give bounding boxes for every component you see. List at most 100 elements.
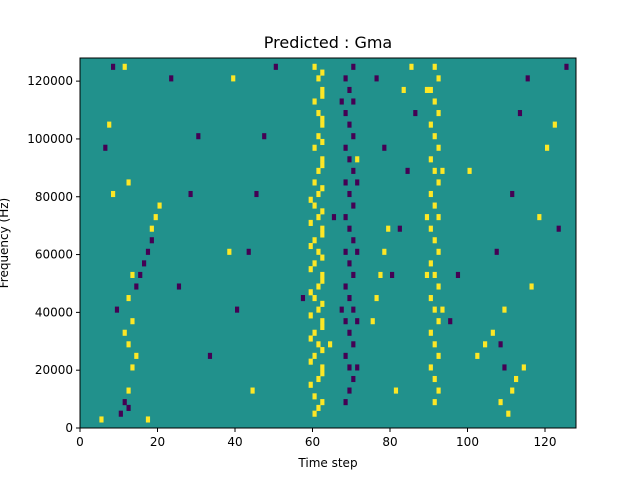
heatmap-cell-high xyxy=(308,381,313,388)
heatmap-cell-high xyxy=(382,248,387,255)
heatmap-cell-low xyxy=(405,167,410,174)
heatmap-cell-low xyxy=(455,271,461,278)
heatmap-cell-high xyxy=(370,318,375,325)
heatmap-cell-high xyxy=(312,144,317,151)
y-tick-label: 100000 xyxy=(27,132,73,146)
heatmap-cell-high xyxy=(308,243,313,250)
heatmap-cell-high xyxy=(436,318,441,325)
heatmap-cell-high xyxy=(308,358,313,365)
heatmap-cell-high xyxy=(432,167,437,174)
heatmap-cell-low xyxy=(556,225,561,232)
heatmap-cell-high xyxy=(374,295,379,302)
heatmap-cell-high xyxy=(134,352,139,359)
heatmap-cell-high xyxy=(126,295,131,302)
heatmap-cell-high xyxy=(432,202,437,209)
heatmap-cell-high xyxy=(316,75,321,82)
heatmap-cell-high xyxy=(436,179,441,186)
heatmap-cell-high xyxy=(320,92,325,99)
heatmap-cell-high xyxy=(552,121,557,128)
heatmap-cell-low xyxy=(347,225,352,232)
heatmap-cell-low xyxy=(343,75,348,82)
heatmap-cell-high xyxy=(316,306,321,313)
heatmap-cell-high xyxy=(545,144,550,151)
heatmap-cell-high xyxy=(308,196,313,203)
heatmap-cell-low xyxy=(103,144,108,151)
heatmap-cell-high xyxy=(320,86,325,93)
heatmap-cell-low xyxy=(111,63,116,70)
heatmap-cell-high xyxy=(424,86,430,93)
heatmap-cell-low xyxy=(254,190,259,198)
heatmap-cell-high xyxy=(393,387,399,394)
heatmap-cell-high xyxy=(107,121,112,128)
heatmap-cell-high xyxy=(521,364,526,371)
x-tick-label: 40 xyxy=(227,435,242,449)
heatmap-cell-high xyxy=(320,208,325,215)
heatmap-cell-low xyxy=(355,318,360,325)
heatmap-cell-low xyxy=(397,225,402,232)
heatmap-cell-high xyxy=(424,214,430,221)
heatmap-cell-low xyxy=(118,410,123,417)
heatmap-cell-high xyxy=(440,306,445,313)
heatmap-cell-high xyxy=(424,271,430,278)
y-axis-ticks: 0 20000 40000 60000 80000 100000 120000 xyxy=(27,74,80,435)
heatmap-cell-high xyxy=(502,306,507,313)
heatmap-cell-high xyxy=(483,341,488,348)
heatmap-cell-high xyxy=(312,202,317,209)
heatmap-cell-high xyxy=(316,214,321,221)
heatmap-cell-high xyxy=(122,329,127,336)
heatmap-cell-low xyxy=(114,306,120,313)
heatmap-cell-low xyxy=(149,237,154,244)
y-tick-label: 120000 xyxy=(27,74,73,88)
heatmap-cell-high xyxy=(316,404,321,411)
y-tick-label: 0 xyxy=(65,421,73,435)
heatmap-cell-low xyxy=(122,399,127,406)
heatmap-cell-high xyxy=(436,110,441,117)
heatmap-cell-high xyxy=(316,190,321,198)
heatmap-cell-high xyxy=(510,387,515,394)
heatmap-cell-low xyxy=(374,75,379,82)
heatmap-cell-high xyxy=(386,225,391,232)
heatmap-cell-high xyxy=(432,399,437,406)
heatmap-cell-low xyxy=(300,295,306,302)
x-tick-label: 100 xyxy=(456,435,479,449)
heatmap-cell-low xyxy=(126,404,131,411)
heatmap-cell-low xyxy=(347,329,352,336)
heatmap-cell-low xyxy=(347,295,352,302)
heatmap-cell-high xyxy=(475,352,480,359)
heatmap-cell-high xyxy=(320,300,325,307)
heatmap-cell-low xyxy=(343,179,348,186)
heatmap-cell-high xyxy=(308,289,313,296)
heatmap-cell-low xyxy=(273,63,278,70)
heatmap-cell-low xyxy=(169,75,174,82)
heatmap-cell-high xyxy=(320,364,325,371)
y-tick-label: 60000 xyxy=(35,248,73,262)
heatmap-cell-high xyxy=(506,410,511,417)
heatmap-cell-high xyxy=(432,237,437,244)
heatmap-cell-low xyxy=(413,110,418,117)
heatmap-cell-low xyxy=(339,306,344,313)
heatmap-cell-high xyxy=(432,63,437,70)
heatmap-background xyxy=(80,58,576,428)
heatmap-cell-high xyxy=(312,410,317,417)
heatmap-cell-high xyxy=(111,190,116,198)
heatmap-cell-high xyxy=(320,156,325,163)
x-axis-ticks: 0 20 40 60 80 100 120 xyxy=(76,428,556,449)
heatmap-cell-low xyxy=(343,283,348,290)
heatmap-cell-high xyxy=(436,75,441,82)
heatmap-cell-high xyxy=(308,312,313,319)
heatmap-cell-high xyxy=(130,318,135,325)
heatmap-cell-low xyxy=(351,375,356,383)
heatmap-cell-high xyxy=(126,387,131,394)
heatmap-cell-high xyxy=(320,347,325,354)
heatmap-cell-high xyxy=(432,375,437,383)
x-tick-label: 60 xyxy=(305,435,320,449)
heatmap-cell-low xyxy=(498,341,503,348)
heatmap-cell-low xyxy=(246,248,251,255)
heatmap-cell-low xyxy=(347,156,352,163)
heatmap-cell-high xyxy=(432,341,437,348)
heatmap-cell-high xyxy=(320,254,325,261)
heatmap-cell-low xyxy=(382,144,387,151)
heatmap-cell-high xyxy=(428,156,433,163)
heatmap-cell-low xyxy=(196,133,201,140)
